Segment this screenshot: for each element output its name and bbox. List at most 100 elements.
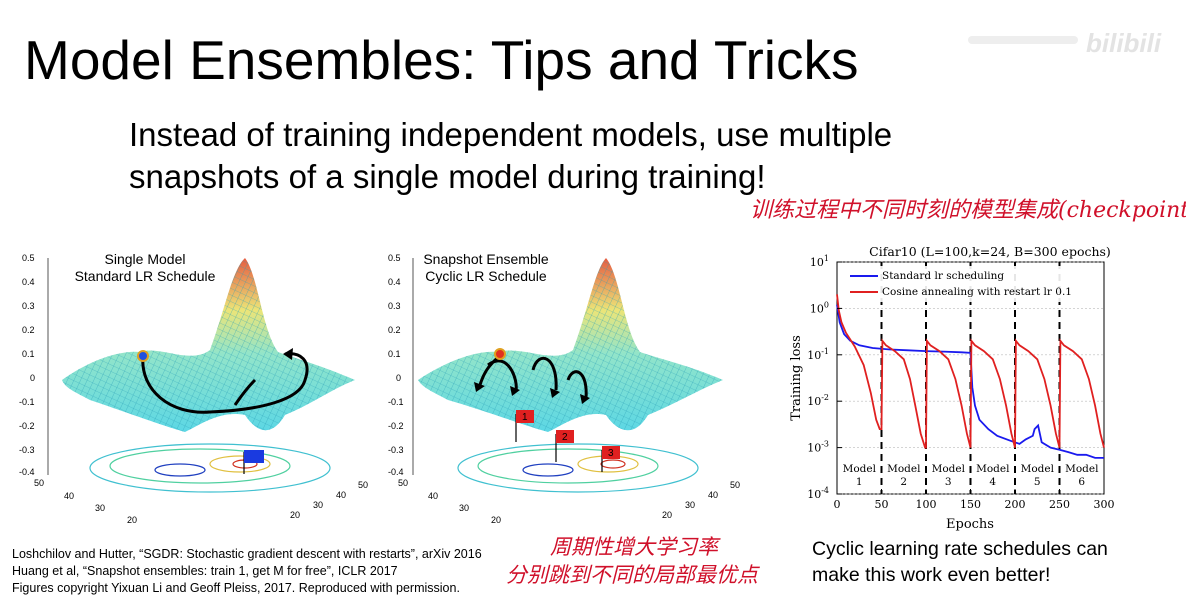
segment-label: Model <box>1065 463 1099 475</box>
svg-text:50: 50 <box>358 480 368 490</box>
svg-text:0: 0 <box>396 373 401 383</box>
chart-legend: Standard lr scheduling Cosine annealing … <box>844 266 1074 302</box>
svg-text:40: 40 <box>428 491 438 501</box>
y-tick-label: 10-1 <box>807 347 829 362</box>
contour-plot <box>457 443 699 493</box>
single-model-label: Single Model Standard LR Schedule <box>74 251 216 284</box>
segment-label-bg <box>884 460 923 488</box>
svg-text:20: 20 <box>127 515 137 525</box>
start-point <box>494 348 506 360</box>
reference-item: Huang et al, “Snapshot ensembles: train … <box>12 564 398 578</box>
z-axis-ticks: 0.5 0.4 0.3 0.2 0.1 0 -0.1 -0.2 -0.3 -0.… <box>19 253 35 477</box>
svg-text:50: 50 <box>34 478 44 488</box>
svg-text:30: 30 <box>95 503 105 513</box>
training-trajectory <box>141 352 309 414</box>
handwritten-note-top: 训练过程中不同时刻的模型集成(checkpoint集成 <box>750 198 1186 223</box>
svg-text:50: 50 <box>730 480 740 490</box>
z-tick: 0.5 <box>22 253 35 263</box>
segment-label-bg <box>1062 460 1101 488</box>
segment-label: Model <box>932 463 966 475</box>
segment-label-bg <box>973 460 1012 488</box>
legend-label: Cosine annealing with restart lr 0.1 <box>882 286 1072 298</box>
base-axis-ticks: 50 40 30 20 50 40 30 20 <box>34 478 368 525</box>
slide-subtitle: Instead of training independent models, … <box>129 114 1129 198</box>
x-axis-label: Epochs <box>946 517 994 532</box>
svg-text:bilibili: bilibili <box>1086 28 1162 58</box>
segment-label-bg <box>1018 460 1057 488</box>
flag-icon <box>602 446 620 459</box>
svg-text:0.2: 0.2 <box>388 325 401 335</box>
svg-text:20: 20 <box>290 510 300 520</box>
single-model-surface-figure: 0.5 0.4 0.3 0.2 0.1 0 -0.1 -0.2 -0.3 -0.… <box>19 253 368 525</box>
svg-text:30: 30 <box>459 503 469 513</box>
subtitle-line-2: snapshots of a single model during train… <box>129 158 766 195</box>
reference-item: Figures copyright Yixuan Li and Geoff Pl… <box>12 581 460 595</box>
flag-icon <box>556 430 574 443</box>
z-tick: 0 <box>30 373 35 383</box>
x-tick-label: 300 <box>1094 498 1115 511</box>
segment-label-bg <box>929 460 968 488</box>
z-tick: -0.2 <box>19 421 35 431</box>
y-tick-label: 10-4 <box>807 486 829 501</box>
series-line-cosine <box>836 294 1105 449</box>
y-tick-label: 10-2 <box>807 393 829 408</box>
flag-icon <box>244 450 264 463</box>
z-tick: -0.3 <box>19 445 35 455</box>
chart-title: Cifar10 (L=100,k=24, B=300 epochs) <box>869 244 1111 259</box>
slide-title: Model Ensembles: Tips and Tricks <box>24 29 859 91</box>
x-tick-label: 150 <box>960 498 981 511</box>
svg-text:20: 20 <box>662 510 672 520</box>
chart-caption: Cyclic learning rate schedules can make … <box>812 538 1108 586</box>
bilibili-logo: bilibili <box>968 20 1178 64</box>
z-tick: 0.1 <box>22 349 35 359</box>
training-loss-chart: Cifar10 (L=100,k=24, B=300 epochs) 10110… <box>789 244 1115 532</box>
svg-text:0.3: 0.3 <box>388 301 401 311</box>
x-tick-label: 250 <box>1049 498 1070 511</box>
segment-label-bg <box>840 460 879 488</box>
svg-text:0.5: 0.5 <box>388 253 401 263</box>
flag-label: 3 <box>608 448 614 459</box>
reference-item: Loshchilov and Hutter, “SGDR: Stochastic… <box>12 547 482 561</box>
svg-text:40: 40 <box>64 491 74 501</box>
subtitle-line-1: Instead of training independent models, … <box>129 116 893 153</box>
snapshot-ensemble-surface-figure: 0.5 0.4 0.3 0.2 0.1 0 -0.1 -0.2 -0.3 -0.… <box>388 253 740 525</box>
z-tick: 0.4 <box>22 277 35 287</box>
flag-label: 2 <box>562 432 568 443</box>
z-tick: 0.2 <box>22 325 35 335</box>
y-axis-label: Training loss <box>789 335 804 420</box>
segment-label: Model <box>887 463 921 475</box>
z-tick: 0.3 <box>22 301 35 311</box>
z-axis-ticks: 0.5 0.4 0.3 0.2 0.1 0 -0.1 -0.2 -0.3 -0.… <box>388 253 404 477</box>
z-tick: -0.1 <box>19 397 35 407</box>
svg-text:0.4: 0.4 <box>388 277 401 287</box>
svg-text:20: 20 <box>491 515 501 525</box>
series-line-standard <box>836 304 1104 459</box>
segment-number: 3 <box>945 476 952 488</box>
segment-number: 6 <box>1078 476 1085 488</box>
snapshot-flags: 1 2 3 <box>515 410 620 472</box>
legend-label: Standard lr scheduling <box>882 270 1004 282</box>
flag-icon <box>516 410 534 423</box>
segment-label: Model <box>1021 463 1055 475</box>
handwritten-note-bottom: 周期性增大学习率 分别跳到不同的局部最优点 <box>506 535 758 587</box>
svg-text:30: 30 <box>313 500 323 510</box>
segment-label: Model <box>976 463 1010 475</box>
z-tick: -0.4 <box>19 467 35 477</box>
x-tick-label: 200 <box>1005 498 1026 511</box>
x-tick-label: 50 <box>875 498 889 511</box>
cyclic-trajectory <box>478 354 588 399</box>
snapshot-ensemble-label: Snapshot Ensemble Cyclic LR Schedule <box>423 251 549 284</box>
svg-text:-0.2: -0.2 <box>388 421 404 431</box>
svg-text:40: 40 <box>708 490 718 500</box>
svg-text:0.1: 0.1 <box>388 349 401 359</box>
segment-number: 1 <box>856 476 863 488</box>
segment-label: Model <box>843 463 877 475</box>
svg-text:30: 30 <box>685 500 695 510</box>
segment-number: 2 <box>900 476 907 488</box>
base-axis-ticks: 50 40 30 20 50 40 30 20 <box>398 478 740 525</box>
y-tick-label: 10-3 <box>807 440 829 455</box>
svg-text:-0.1: -0.1 <box>388 397 404 407</box>
y-tick-label: 100 <box>810 300 829 315</box>
references: Loshchilov and Hutter, “SGDR: Stochastic… <box>12 546 482 597</box>
start-point <box>137 350 149 362</box>
